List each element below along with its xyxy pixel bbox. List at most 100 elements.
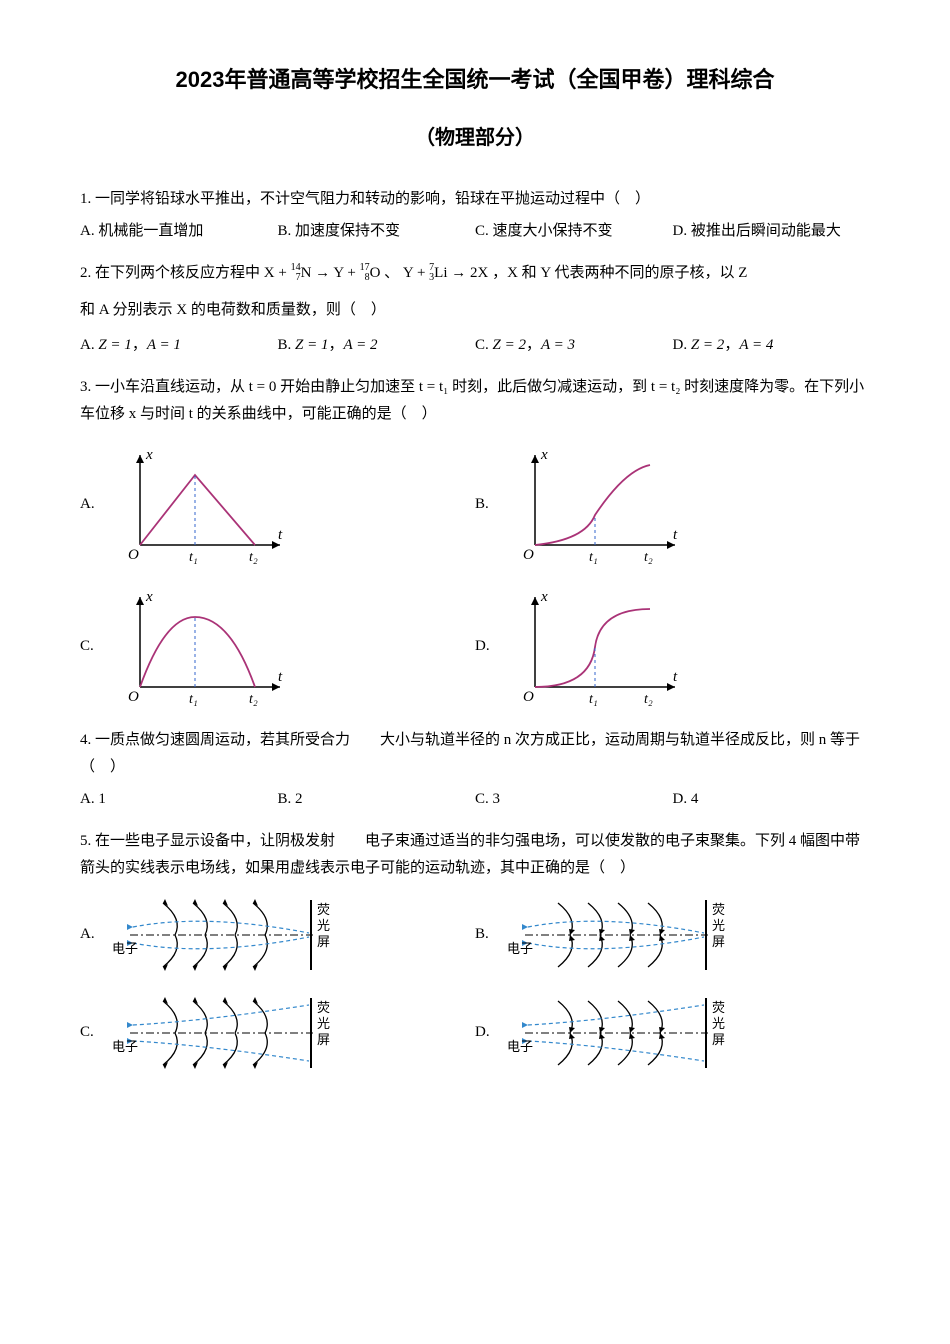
- q2-eq1a: X +: [264, 265, 291, 281]
- svg-text:x: x: [540, 589, 548, 605]
- svg-text:屏: 屏: [317, 1032, 330, 1047]
- q3-label-a: A.: [80, 491, 110, 518]
- svg-text:t: t: [278, 669, 283, 685]
- q5-diagram-b: 电子 荧光屏: [505, 890, 735, 980]
- q5-label-a: A.: [80, 921, 110, 948]
- q1-stem: 1. 一同学将铅球水平推出，不计空气阻力和转动的影响，铅球在平抛运动过程中（ ）: [80, 186, 870, 213]
- svg-text:O: O: [128, 547, 139, 563]
- q2-opt-d: D. Z = 2，A = 4: [673, 332, 871, 359]
- q5-diagram-d: 电子 荧光屏: [505, 988, 735, 1078]
- q5-label-c: C.: [80, 1019, 110, 1046]
- q2-stem-line2: 和 A 分别表示 X 的电荷数和质量数，则（ ）: [80, 297, 870, 324]
- svg-text:屏: 屏: [712, 1032, 725, 1047]
- question-5: 5. 在一些电子显示设备中，让阴极发射 电子束通过适当的非匀强电场，可以使发散的…: [80, 828, 870, 1078]
- question-3: 3. 一小车沿直线运动，从 t = 0 开始由静止匀加速至 t = t₁ 时刻，…: [80, 374, 870, 712]
- q1-options: A. 机械能一直增加 B. 加速度保持不变 C. 速度大小保持不变 D. 被推出…: [80, 218, 870, 245]
- q2-stem-pre: 2. 在下列两个核反应方程中: [80, 265, 260, 281]
- svg-text:电子: 电子: [112, 941, 138, 956]
- svg-text:t: t: [673, 669, 678, 685]
- svg-text:O: O: [523, 547, 534, 563]
- q2-options: A. Z = 1，A = 1 B. Z = 1，A = 2 C. Z = 2，A…: [80, 332, 870, 359]
- q2-eq1b: N → Y +: [301, 265, 360, 281]
- q5-row1: A. 电子荧光屏 B. 电子荧光屏: [80, 890, 870, 980]
- q5-label-b: B.: [475, 921, 505, 948]
- question-4: 4. 一质点做匀速圆周运动，若其所受合力 大小与轨道半径的 n 次方成正比，运动…: [80, 727, 870, 813]
- q3-graph-b: O x t t₁ t₂: [505, 440, 685, 570]
- q2-eq2b: Li → 2X: [434, 265, 488, 281]
- q3-cell-c: C. O x t t₁ t₂: [80, 582, 475, 712]
- q5-cell-d: D. 电子 荧光屏: [475, 988, 870, 1078]
- q3-label-c: C.: [80, 633, 110, 660]
- svg-text:t₁: t₁: [589, 550, 598, 565]
- svg-text:荧: 荧: [712, 1000, 725, 1015]
- q2-stem-post: ，X 和 Y 代表两种不同的原子核，以 Z: [492, 265, 747, 281]
- q5-diagram-a: 电子 荧光屏: [110, 890, 340, 980]
- page-title: 2023年普通高等学校招生全国统一考试（全国甲卷）理科综合: [80, 60, 870, 100]
- svg-text:光: 光: [712, 1016, 725, 1031]
- svg-text:t₂: t₂: [249, 550, 258, 565]
- svg-text:光: 光: [317, 918, 330, 933]
- svg-text:t₂: t₂: [644, 692, 653, 707]
- q3-graph-a: O x t t₁ t₂: [110, 440, 290, 570]
- q4-opt-a: A. 1: [80, 786, 278, 813]
- q3-stem: 3. 一小车沿直线运动，从 t = 0 开始由静止匀加速至 t = t₁ 时刻，…: [80, 374, 870, 428]
- q5-cell-c: C. 电子 荧光屏: [80, 988, 475, 1078]
- q3-row1: A. O x t t₁ t₂ B. O x t t₁ t₂: [80, 440, 870, 570]
- q3-cell-b: B. O x t t₁ t₂: [475, 440, 870, 570]
- q4-opt-d: D. 4: [673, 786, 871, 813]
- q2-eq1c: O: [370, 265, 381, 281]
- q3-cell-d: D. O x t t₁ t₂: [475, 582, 870, 712]
- svg-text:t: t: [673, 527, 678, 543]
- svg-text:t₂: t₂: [644, 550, 653, 565]
- q3-label-d: D.: [475, 633, 505, 660]
- q4-opt-c: C. 3: [475, 786, 673, 813]
- svg-text:t: t: [278, 527, 283, 543]
- svg-text:O: O: [128, 689, 139, 705]
- svg-text:x: x: [540, 447, 548, 463]
- q4-options: A. 1 B. 2 C. 3 D. 4: [80, 786, 870, 813]
- q2-stem-line1: 2. 在下列两个核反应方程中 X + 147N → Y + 178O 、 Y +…: [80, 260, 870, 287]
- svg-text:x: x: [145, 589, 153, 605]
- q5-stem: 5. 在一些电子显示设备中，让阴极发射 电子束通过适当的非匀强电场，可以使发散的…: [80, 828, 870, 882]
- svg-text:O: O: [523, 689, 534, 705]
- q1-opt-a: A. 机械能一直增加: [80, 218, 278, 245]
- svg-text:x: x: [145, 447, 153, 463]
- svg-text:光: 光: [712, 918, 725, 933]
- q1-opt-c: C. 速度大小保持不变: [475, 218, 673, 245]
- svg-text:电子: 电子: [507, 941, 533, 956]
- svg-text:荧: 荧: [317, 1000, 330, 1015]
- svg-text:t₁: t₁: [189, 692, 198, 707]
- svg-text:荧: 荧: [317, 902, 330, 917]
- q3-row2: C. O x t t₁ t₂ D. O x t t₁ t₂: [80, 582, 870, 712]
- q5-cell-b: B. 电子 荧光屏: [475, 890, 870, 980]
- q2-eq1: X + 147N → Y + 178O 、 Y + 73Li → 2X: [264, 265, 492, 281]
- svg-text:电子: 电子: [507, 1039, 533, 1054]
- svg-text:屏: 屏: [712, 934, 725, 949]
- svg-text:t₁: t₁: [189, 550, 198, 565]
- q2-opt-b: B. Z = 1，A = 2: [278, 332, 476, 359]
- q4-stem: 4. 一质点做匀速圆周运动，若其所受合力 大小与轨道半径的 n 次方成正比，运动…: [80, 727, 870, 781]
- svg-text:屏: 屏: [317, 934, 330, 949]
- q3-graph-c: O x t t₁ t₂: [110, 582, 290, 712]
- q5-cell-a: A. 电子 荧光屏: [80, 890, 475, 980]
- q1-opt-b: B. 加速度保持不变: [278, 218, 476, 245]
- q2-opt-c: C. Z = 2，A = 3: [475, 332, 673, 359]
- q3-cell-a: A. O x t t₁ t₂: [80, 440, 475, 570]
- svg-text:荧: 荧: [712, 902, 725, 917]
- q1-opt-d: D. 被推出后瞬间动能最大: [673, 218, 871, 245]
- q4-opt-b: B. 2: [278, 786, 476, 813]
- page-subtitle: （物理部分）: [80, 120, 870, 156]
- svg-text:光: 光: [317, 1016, 330, 1031]
- q3-graph-d: O x t t₁ t₂: [505, 582, 685, 712]
- q3-label-b: B.: [475, 491, 505, 518]
- q5-label-d: D.: [475, 1019, 505, 1046]
- q5-row2: C. 电子荧光屏 D. 电子荧光屏: [80, 988, 870, 1078]
- q5-diagram-c: 电子 荧光屏: [110, 988, 340, 1078]
- svg-text:t₂: t₂: [249, 692, 258, 707]
- q2-opt-a: A. Z = 1，A = 1: [80, 332, 278, 359]
- question-2: 2. 在下列两个核反应方程中 X + 147N → Y + 178O 、 Y +…: [80, 260, 870, 359]
- q2-eq2a: 、 Y +: [384, 265, 429, 281]
- svg-text:电子: 电子: [112, 1039, 138, 1054]
- svg-text:t₁: t₁: [589, 692, 598, 707]
- question-1: 1. 一同学将铅球水平推出，不计空气阻力和转动的影响，铅球在平抛运动过程中（ ）…: [80, 186, 870, 245]
